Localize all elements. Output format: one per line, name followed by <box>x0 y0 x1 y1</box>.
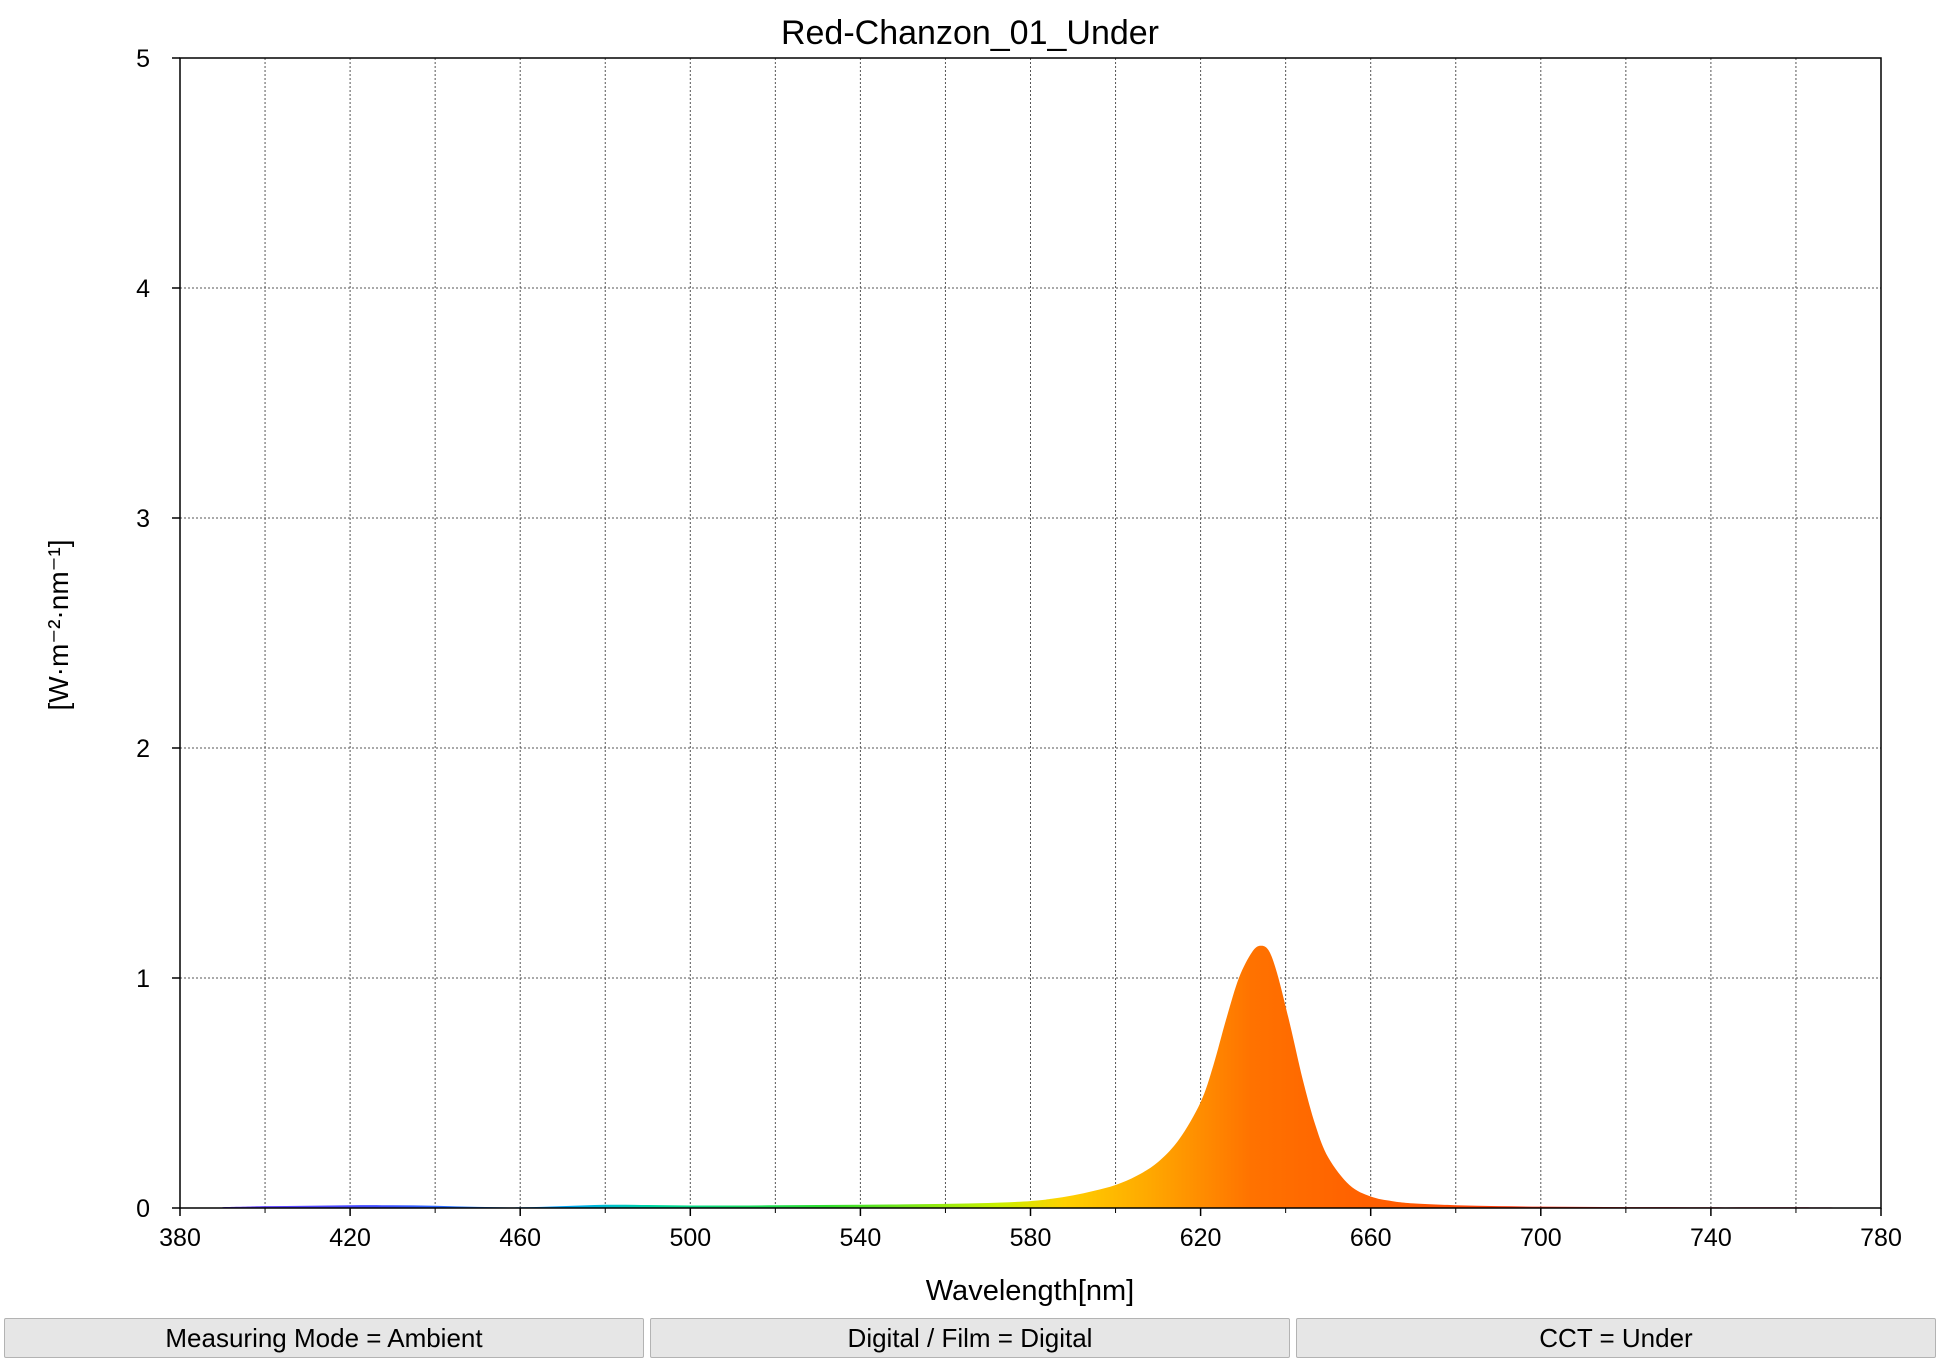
x-axis-label: Wavelength[nm] <box>926 1275 1134 1307</box>
x-tick-label: 660 <box>1350 1224 1392 1252</box>
x-tick-label: 380 <box>159 1224 201 1252</box>
y-tick-label: 4 <box>136 275 150 303</box>
y-tick-label: 1 <box>136 965 150 993</box>
y-tick-label: 2 <box>136 735 150 763</box>
x-tick-label: 500 <box>669 1224 711 1252</box>
measuring-mode-field[interactable]: Measuring Mode = Ambient <box>4 1318 644 1358</box>
cct-field[interactable]: CCT = Under <box>1296 1318 1936 1358</box>
digital-film-field[interactable]: Digital / Film = Digital <box>650 1318 1290 1358</box>
y-tick-label: 5 <box>136 45 150 73</box>
y-tick-label: 0 <box>136 1195 150 1223</box>
spectrum-series-area <box>222 945 1839 1208</box>
x-tick-label: 540 <box>840 1224 882 1252</box>
x-tick-label: 420 <box>329 1224 371 1252</box>
status-bar: Measuring Mode = Ambient Digital / Film … <box>0 1318 1940 1362</box>
x-tick-label: 460 <box>499 1224 541 1252</box>
x-axis-ticks: 380 420 460 500 540 580 620 660 700 740 780 <box>159 1208 1902 1252</box>
grid-lines <box>180 58 1881 1208</box>
spectrum-area <box>222 945 1839 1208</box>
y-axis-ticks: 0 1 2 3 4 5 <box>136 45 180 1223</box>
y-tick-label: 3 <box>136 505 150 533</box>
chart-title: Red-Chanzon_01_Under <box>781 14 1159 52</box>
x-tick-label: 700 <box>1520 1224 1562 1252</box>
y-axis-label: [W·m⁻²·nm⁻¹] <box>43 539 74 710</box>
x-tick-label: 740 <box>1690 1224 1732 1252</box>
x-tick-label: 580 <box>1010 1224 1052 1252</box>
spectrum-chart: Red-Chanzon_01_Under 380 420 460 500 540 580 6… <box>43 14 1902 1307</box>
x-tick-label: 780 <box>1860 1224 1902 1252</box>
x-tick-label: 620 <box>1180 1224 1222 1252</box>
